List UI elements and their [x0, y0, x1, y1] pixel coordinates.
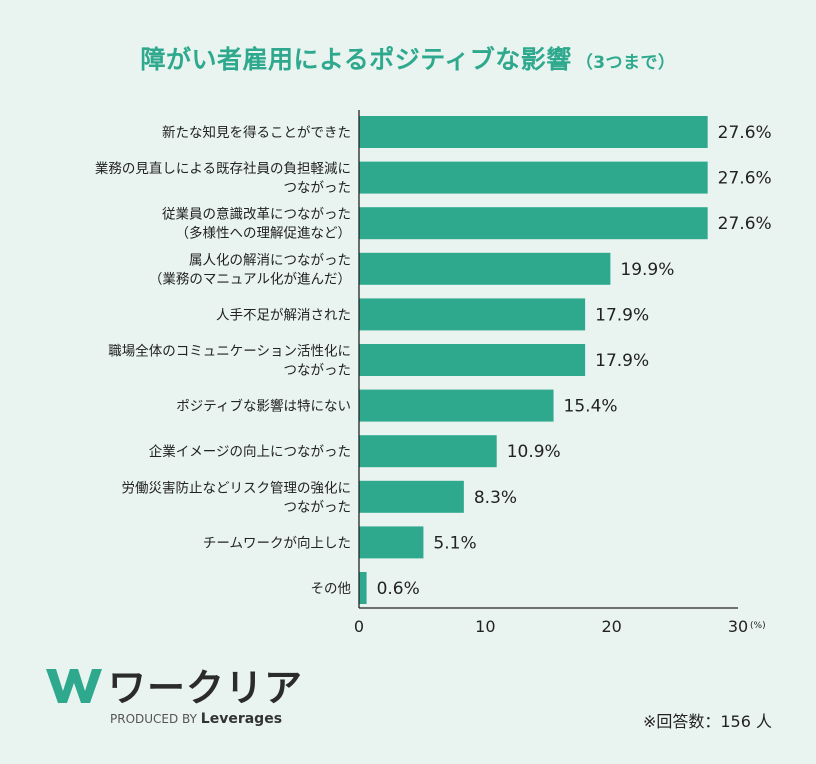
brand-name: Leverages: [200, 711, 283, 727]
category-label: 新たな知見を得ることができた: [162, 124, 351, 141]
value-label: 17.9%: [595, 305, 649, 325]
x-tick-label: 20: [601, 617, 621, 636]
category-label: つながった: [284, 180, 352, 196]
workria-logo: ワークリア PRODUCED BY Leverages: [44, 661, 304, 733]
category-label: つながった: [284, 499, 352, 515]
bar: [359, 480, 464, 513]
x-unit-label: (%): [750, 621, 766, 631]
logo-name: ワークリア: [108, 666, 304, 710]
x-tick-label: 10: [475, 617, 495, 636]
category-label: 従業員の意識改革につながった: [162, 206, 351, 223]
category-label: その他: [311, 581, 352, 597]
value-label: 8.3%: [474, 488, 517, 508]
chart-title-main: 障がい者雇用によるポジティブな影響: [140, 45, 572, 74]
bar: [359, 252, 611, 285]
value-label: 27.6%: [718, 123, 772, 143]
bar: [359, 207, 708, 240]
value-label: 0.6%: [377, 579, 420, 599]
bar: [359, 116, 708, 148]
bar: [359, 526, 424, 559]
category-label: ポジティブな影響は特にない: [176, 398, 351, 415]
produced-by-text: PRODUCED BY: [110, 712, 197, 726]
category-label: 業務の見直しによる既存社員の負担軽減に: [95, 160, 351, 177]
logo-mark-icon: [46, 669, 102, 703]
value-label: 17.9%: [595, 351, 649, 371]
value-label: 19.9%: [620, 260, 674, 280]
chart-title-note: （3つまで）: [575, 53, 676, 73]
value-label: 5.1%: [433, 533, 476, 553]
bar-chart: 27.6% 新たな知見を得ることができた 27.6% 業務の見直しによる既存社員の負担…: [95, 110, 772, 636]
category-label: 企業イメージの向上につながった: [149, 443, 351, 460]
bar: [359, 298, 586, 331]
bar: [359, 161, 708, 194]
bar: [359, 572, 367, 604]
x-tick-label: 30: [728, 617, 748, 636]
category-label: 人手不足が解消された: [216, 307, 351, 323]
bar: [359, 389, 554, 422]
category-label: （業務のマニュアル化が進んだ）: [149, 271, 351, 287]
chart-title: 障がい者雇用によるポジティブな影響 （3つまで）: [0, 40, 816, 76]
produced-by: PRODUCED BY Leverages: [110, 711, 282, 727]
respondent-count: ※回答数：156 人: [642, 712, 772, 731]
category-label: 属人化の解消につながった: [189, 252, 351, 268]
bar: [359, 344, 586, 376]
value-label: 27.6%: [718, 214, 772, 234]
value-label: 27.6%: [718, 169, 772, 189]
category-label: チームワークが向上した: [203, 535, 351, 551]
value-label: 10.9%: [507, 442, 561, 462]
category-label: 職場全体のコミュニケーション活性化に: [108, 343, 351, 360]
category-label: （多様性への理解促進など）: [176, 225, 352, 242]
value-label: 15.4%: [564, 397, 618, 417]
x-tick-label: 0: [354, 617, 364, 636]
category-label: 労働災害防止などリスク管理の強化に: [122, 480, 352, 496]
bar: [359, 435, 497, 468]
category-label: つながった: [284, 363, 352, 379]
